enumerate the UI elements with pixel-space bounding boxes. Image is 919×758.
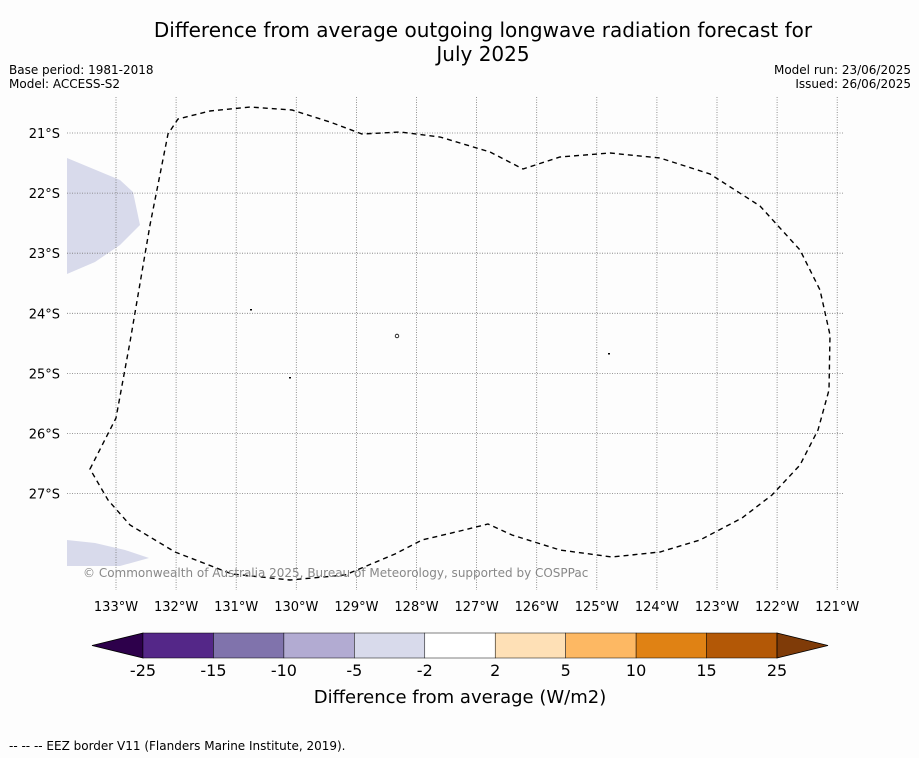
colorbar-segment [706,632,778,659]
colorbar-tick: 5 [561,661,571,680]
lat-label: 21°S [29,127,60,142]
colorbar-tick: -25 [130,661,156,680]
lon-label: 130°W [274,600,318,615]
colorbar-tick: 10 [626,661,646,680]
island-speck [289,377,291,379]
lon-label: 132°W [154,600,198,615]
meta-left: Base period: 1981-2018 Model: ACCESS-S2 [9,63,154,91]
colorbar-tick: -5 [346,661,362,680]
lat-label: 27°S [29,488,60,503]
colorbar-label: Difference from average (W/m2) [314,687,606,708]
island-speck [608,353,610,355]
lon-label: 131°W [214,600,258,615]
lon-label: 121°W [815,600,859,615]
colorbar-extend-low [91,632,144,659]
anomaly-patch-upper-left [67,158,140,274]
colorbar-segment [283,632,355,659]
lon-label: 123°W [695,600,739,615]
issued-date: Issued: 26/06/2025 [795,77,911,91]
title-line-2: July 2025 [436,42,530,66]
lat-label: 25°S [29,367,60,382]
base-period: Base period: 1981-2018 [9,63,154,77]
lon-label: 124°W [635,600,679,615]
colorbar-tick: -15 [200,661,226,680]
island-speck [250,309,252,311]
colorbar-segment [354,632,426,659]
lon-label: 127°W [455,600,499,615]
lon-label: 129°W [334,600,378,615]
copyright-text: © Commonwealth of Australia 2025, Bureau… [83,566,588,580]
colorbar-tick-labels: -25 -15 -10 -5 -2 2 5 10 15 25 [130,661,787,680]
colorbar-tick: 25 [767,661,787,680]
longitude-labels: 133°W 132°W 131°W 130°W 129°W 128°W 127°W 126°W… [94,600,860,615]
lon-label: 128°W [394,600,438,615]
meta-right: Model run: 23/06/2025 Issued: 26/06/2025 [774,63,911,91]
colorbar-segment [424,632,496,659]
colorbar-tick: 2 [490,661,500,680]
colorbar-tick: -10 [271,661,297,680]
lon-label: 122°W [755,600,799,615]
anomaly-patch-lower-left [67,540,149,566]
lon-label: 125°W [575,600,619,615]
colorbar-segment [494,632,566,659]
lon-label: 126°W [515,600,559,615]
colorbar-tick: -2 [417,661,433,680]
lat-label: 22°S [29,187,60,202]
lat-label: 24°S [29,307,60,322]
map-title: Difference from average outgoing longwav… [0,18,919,66]
model-run: Model run: 23/06/2025 [773,63,911,77]
lon-label: 133°W [94,600,138,615]
colorbar-segment [635,632,707,659]
colorbar-segment [565,632,637,659]
latitude-labels: 21°S 22°S 23°S 24°S 25°S 26°S 27°S [29,127,60,503]
colorbar [91,632,829,659]
colorbar-tick: 15 [696,661,716,680]
island-speck [394,333,400,339]
eez-border [89,106,831,581]
colorbar-segment [213,632,285,659]
title-line-1: Difference from average outgoing longwav… [153,18,813,42]
colorbar-segment [142,632,214,659]
lat-label: 23°S [29,247,60,262]
gridlines [67,97,843,590]
colorbar-extend-high [776,632,829,659]
map-plot-area: © Commonwealth of Australia 2025, Bureau… [29,97,860,615]
lat-label: 26°S [29,428,60,443]
model-name: Model: ACCESS-S2 [9,77,121,91]
footer-note: -- -- -- EEZ border V11 (Flanders Marine… [9,739,346,753]
